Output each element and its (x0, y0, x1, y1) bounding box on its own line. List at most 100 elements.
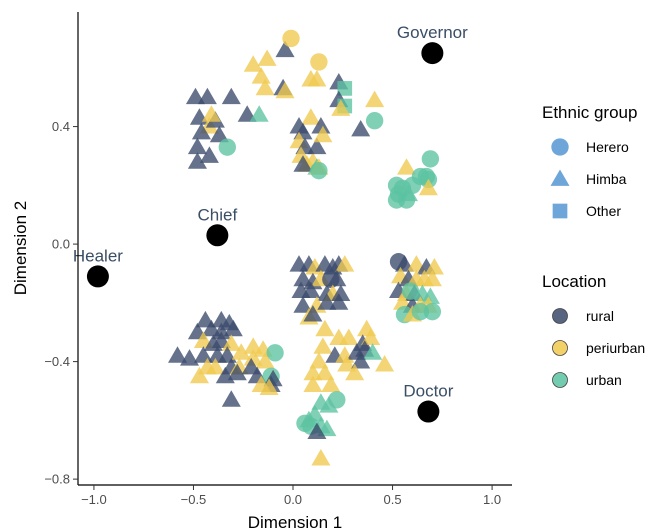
legend-label-urban: urban (586, 372, 622, 388)
data-point (303, 363, 323, 381)
legend-label-rural: rural (586, 308, 614, 324)
y-axis-title: Dimension 2 (11, 201, 30, 296)
legend-title-location: Location (542, 272, 606, 291)
data-point (397, 158, 416, 175)
data-point (221, 87, 241, 105)
legend-key-urban (552, 372, 568, 388)
data-point (310, 53, 328, 71)
data-point (249, 105, 269, 122)
data-point (301, 108, 321, 125)
landmark-healer-point (86, 265, 109, 288)
data-point (168, 346, 188, 363)
data-point (243, 55, 263, 72)
data-point (319, 396, 339, 413)
data-point (422, 269, 442, 287)
ticks: −1.0 −0.5 0.0 0.5 1.0 −0.8 −0.4 0.0 0.4 (44, 119, 501, 507)
data-point (365, 112, 384, 130)
data-point (191, 122, 211, 140)
data-point (255, 78, 275, 96)
y-tick-label: 0.4 (52, 119, 70, 134)
data-point (331, 284, 351, 301)
data-point (205, 357, 225, 375)
data-point (201, 105, 221, 122)
data-point (335, 255, 355, 272)
data-point (227, 363, 247, 381)
data-point (327, 269, 347, 287)
legend-label-herero: Herero (586, 139, 629, 155)
y-tick-label: −0.8 (44, 472, 70, 487)
data-point (259, 378, 279, 395)
legend-key-other (552, 203, 568, 219)
data-point (363, 343, 383, 360)
x-tick-label: 0.0 (284, 492, 302, 507)
landmark-doctor-point (417, 400, 440, 423)
x-tick-label: 1.0 (483, 492, 501, 507)
data-point (339, 328, 359, 345)
data-point (187, 137, 207, 155)
data-point (401, 282, 420, 300)
landmark-governor-point (421, 42, 444, 65)
data-point (217, 346, 237, 363)
legend-key-himba (550, 169, 570, 186)
data-point (282, 29, 300, 48)
data-point (237, 105, 257, 122)
data-point (180, 349, 199, 366)
data-point (307, 70, 327, 87)
x-tick-label: 0.5 (384, 492, 402, 507)
landmark-doctor-label: Doctor (403, 382, 453, 401)
data-point (199, 146, 219, 163)
data-point (303, 375, 323, 392)
data-point (361, 328, 381, 345)
data-point (351, 120, 371, 137)
data-point (187, 152, 207, 169)
data-point (421, 150, 440, 168)
data-point (301, 281, 321, 298)
legend-key-periurban (552, 340, 568, 356)
data-point (293, 296, 313, 313)
data-point (411, 302, 430, 321)
legend-key-herero (551, 138, 569, 156)
data-point (218, 138, 236, 156)
data-point (307, 137, 327, 155)
data-point (193, 346, 213, 363)
data-point (307, 422, 327, 439)
x-axis-title: Dimension 1 (248, 513, 343, 532)
points-layer (168, 29, 444, 466)
data-point (423, 302, 442, 321)
data-point (243, 349, 263, 366)
data-point (309, 352, 329, 369)
legend-title-ethnic-group: Ethnic group (542, 103, 637, 122)
data-point (315, 319, 335, 337)
data-point (255, 352, 275, 369)
landmark-healer-label: Healer (73, 246, 123, 265)
y-tick-label: −0.4 (44, 354, 70, 369)
x-tick-label: −0.5 (181, 492, 207, 507)
legend-label-other: Other (586, 203, 621, 219)
data-point (221, 334, 241, 351)
axes (77, 12, 512, 486)
data-point (313, 125, 333, 143)
landmark-chief-point (206, 224, 229, 247)
y-tick-label: 0.0 (52, 237, 70, 252)
data-point (310, 161, 328, 180)
data-point (424, 258, 444, 275)
data-point (329, 293, 349, 310)
data-point (311, 117, 331, 134)
data-point (275, 81, 295, 99)
data-point (293, 155, 313, 172)
data-point (321, 375, 341, 392)
data-point (399, 184, 418, 202)
data-point (209, 125, 229, 143)
data-point (189, 366, 209, 384)
data-point (221, 390, 241, 407)
landmark-chief-label: Chief (198, 205, 238, 224)
data-point (337, 355, 357, 372)
data-point (418, 178, 438, 196)
data-point (395, 255, 414, 272)
landmarks-layer: Governor Chief Healer Doctor (73, 23, 468, 423)
data-point (275, 40, 295, 58)
legend-key-rural (552, 308, 568, 324)
data-point (185, 87, 205, 105)
data-point (223, 319, 243, 337)
